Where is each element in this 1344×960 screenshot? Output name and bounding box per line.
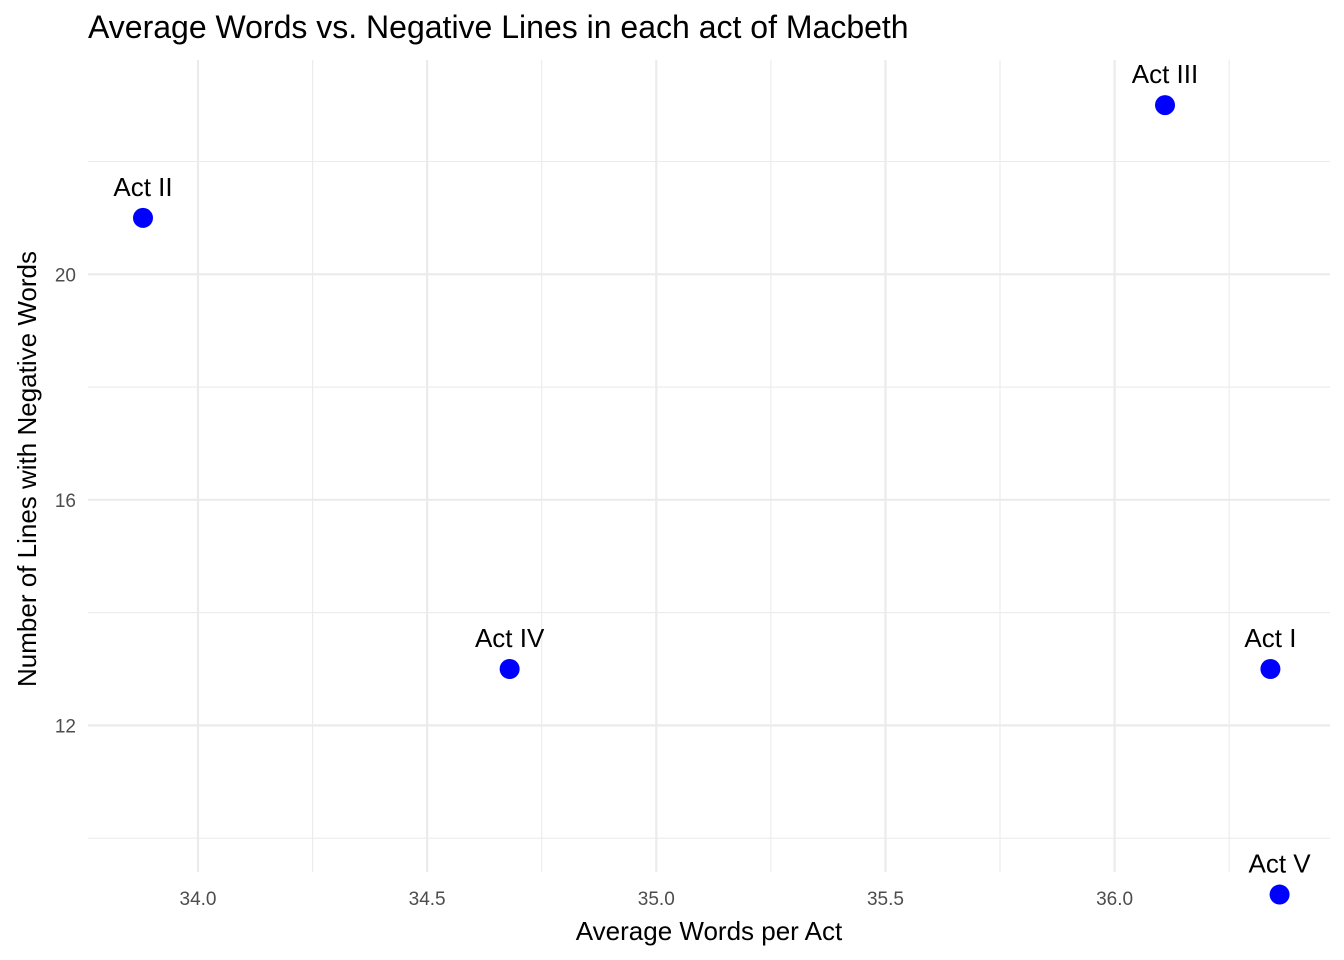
data-point — [1155, 95, 1176, 116]
y-tick-label: 12 — [55, 716, 76, 737]
data-point — [132, 207, 153, 228]
point-label: Act III — [1132, 59, 1198, 89]
x-tick-label: 36.0 — [1096, 889, 1133, 910]
y-tick-label: 16 — [55, 491, 76, 512]
data-point — [499, 659, 520, 679]
x-axis-title: Average Words per Act — [576, 916, 843, 946]
point-label: Act I — [1244, 623, 1296, 653]
x-tick-label: 35.0 — [638, 889, 675, 910]
point-label: Act IV — [475, 623, 545, 653]
y-tick-label: 20 — [55, 265, 76, 286]
point-label: Act II — [113, 172, 172, 202]
point-labels: Act I Act II Act III Act IV Act V — [113, 59, 1311, 878]
chart-title: Average Words vs. Negative Lines in each… — [88, 9, 909, 45]
y-axis-title: Number of Lines with Negative Words — [12, 251, 42, 687]
x-tick-label: 34.0 — [180, 889, 217, 910]
grid — [88, 60, 1330, 872]
point-label: Act V — [1249, 849, 1312, 879]
data-point — [1260, 659, 1281, 679]
x-tick-label: 34.5 — [409, 889, 446, 910]
x-tick-label: 35.5 — [867, 889, 904, 910]
data-points — [132, 95, 1290, 905]
data-point — [1269, 884, 1290, 905]
tick-labels: 34.0 34.5 35.0 35.5 36.0 12 16 20 — [55, 265, 1133, 910]
